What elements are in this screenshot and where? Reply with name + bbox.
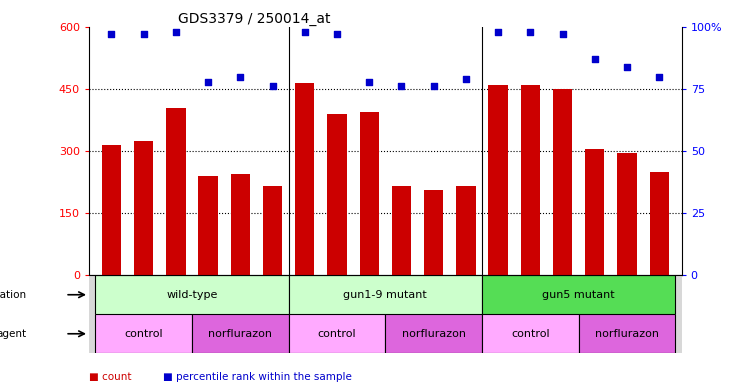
Bar (359, 112, 379, 275)
Bar (579, 314, 675, 353)
Point (492, 29, 504, 35)
Bar (585, 149, 605, 275)
Bar (96, 275, 289, 314)
Point (170, 29, 182, 35)
Bar (553, 89, 572, 275)
Point (396, 83, 408, 89)
Text: gun5 mutant: gun5 mutant (542, 290, 615, 300)
Text: ■ count: ■ count (89, 372, 131, 382)
Bar (166, 108, 185, 275)
Bar (617, 153, 637, 275)
Point (460, 76, 472, 82)
Bar (230, 174, 250, 275)
Point (331, 31, 343, 37)
Text: norflurazon: norflurazon (402, 329, 465, 339)
Text: control: control (511, 329, 550, 339)
Bar (392, 186, 411, 275)
Text: ■ percentile rank within the sample: ■ percentile rank within the sample (163, 372, 352, 382)
Bar (385, 314, 482, 353)
Bar (482, 275, 675, 314)
Point (202, 78, 214, 84)
Bar (289, 314, 385, 353)
Point (299, 29, 310, 35)
Bar (263, 186, 282, 275)
Point (621, 63, 633, 70)
Bar (192, 314, 289, 353)
Bar (650, 172, 669, 275)
Bar (521, 85, 540, 275)
Point (525, 29, 536, 35)
Point (556, 31, 568, 37)
Bar (456, 186, 476, 275)
Text: control: control (124, 329, 163, 339)
Text: norflurazon: norflurazon (595, 329, 659, 339)
Text: agent: agent (0, 329, 27, 339)
Point (105, 31, 117, 37)
Text: control: control (318, 329, 356, 339)
Point (589, 56, 601, 62)
Bar (134, 141, 153, 275)
Point (363, 78, 375, 84)
Bar (96, 314, 192, 353)
Bar (289, 275, 482, 314)
Bar (102, 145, 121, 275)
Bar (424, 190, 443, 275)
Point (138, 31, 150, 37)
Text: norflurazon: norflurazon (208, 329, 273, 339)
Text: genotype/variation: genotype/variation (0, 290, 27, 300)
Text: wild-type: wild-type (166, 290, 218, 300)
Bar (488, 85, 508, 275)
Point (428, 83, 439, 89)
Point (234, 73, 246, 79)
Bar (295, 83, 314, 275)
Point (654, 73, 665, 79)
Bar (482, 314, 579, 353)
Text: gun1-9 mutant: gun1-9 mutant (343, 290, 428, 300)
Text: GDS3379 / 250014_at: GDS3379 / 250014_at (178, 12, 330, 26)
Point (267, 83, 279, 89)
Bar (199, 176, 218, 275)
Bar (328, 114, 347, 275)
